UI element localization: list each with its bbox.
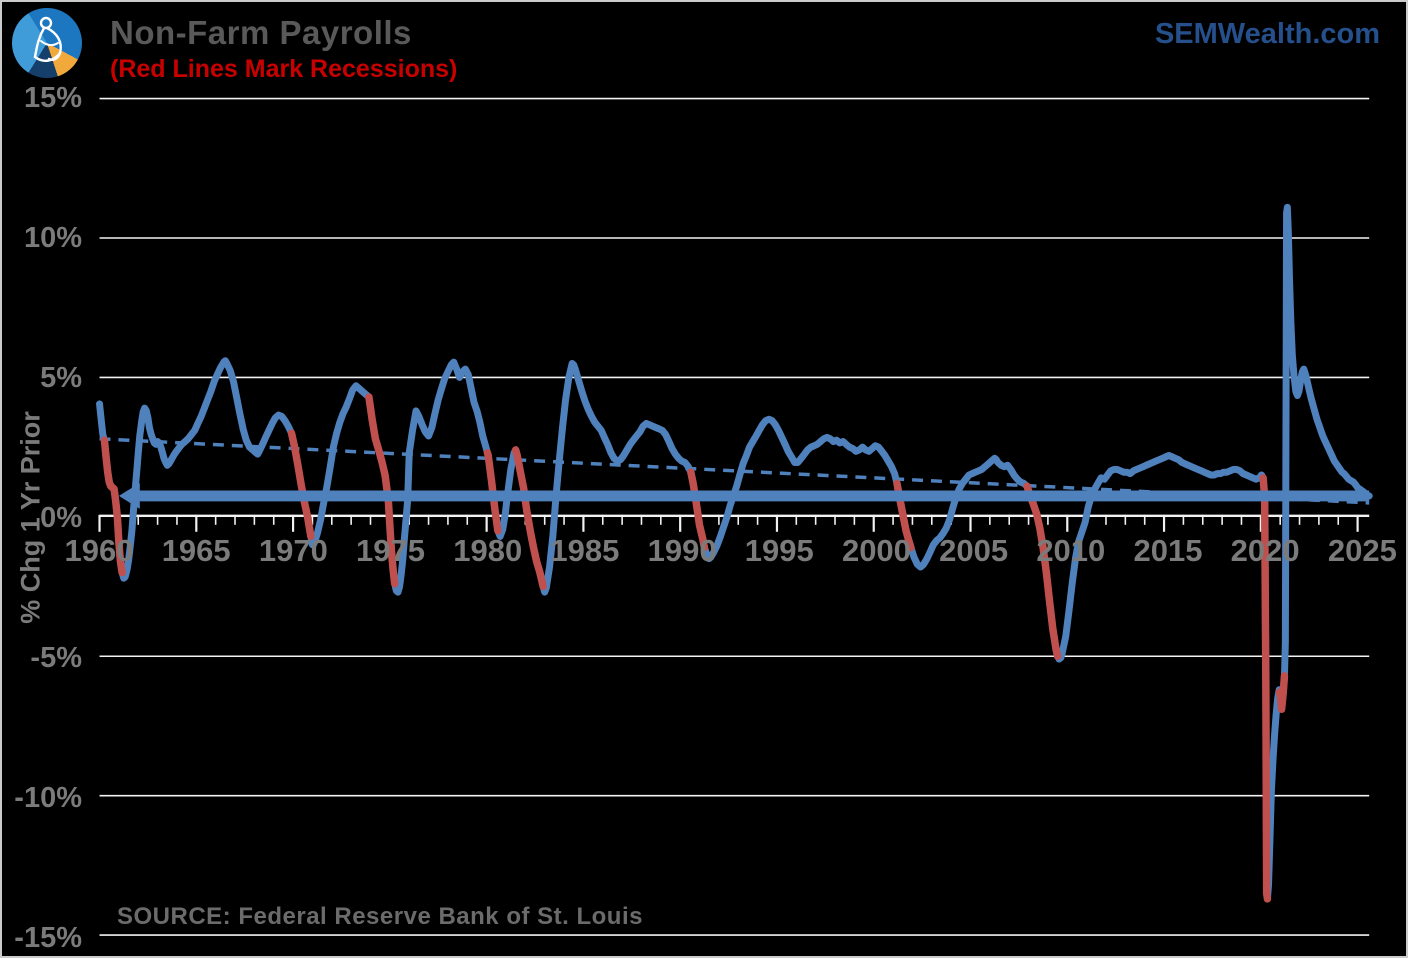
x-axis-tick-label: 2015 [1133,533,1203,568]
x-axis-tick-label: 1990 [647,533,717,568]
page-subtitle: (Red Lines Mark Recessions) [110,55,458,83]
x-axis-tick-label: 1985 [550,533,620,568]
x-axis-tick-label: 1970 [258,533,328,568]
x-axis-tick-label: 2000 [841,533,911,568]
logo-figure-icon [33,16,62,62]
x-axis-tick-label: 1965 [161,533,231,568]
y-axis-tick-label: 15% [23,82,82,114]
trend-dashed-line [99,437,1370,505]
y-axis-tick-label: -5% [30,642,82,674]
x-axis-tick-label: 2020 [1230,533,1300,568]
y-axis-tick-label: 5% [40,362,82,394]
payrolls-series-line [96,203,1373,903]
x-axis-tick-label: 1960 [64,533,134,568]
reference-line-left-arrow [118,482,140,509]
recession-segment [1275,672,1289,713]
source-note: SOURCE: Federal Reserve Bank of St. Loui… [117,903,643,930]
x-axis-tick-label: 2010 [1036,533,1106,568]
x-axis-tick-label: 1975 [356,533,426,568]
x-axis-tick-label: 2025 [1327,533,1397,568]
x-axis-tick-label: 1995 [744,533,814,568]
y-axis-tick-label: 10% [23,222,82,254]
recession-segment [687,468,709,552]
x-axis-tick-label: 1980 [453,533,523,568]
sem-logo [12,8,82,78]
brand-site-link[interactable]: SEMWealth.com [1154,18,1380,50]
y-axis-tick-label: 0% [40,502,82,534]
page-title: Non-Farm Payrolls [110,14,412,51]
recession-segment [365,393,399,588]
x-axis-tick-label: 2005 [939,533,1009,568]
recession-segment [483,448,502,535]
y-axis-tick-label: -10% [14,782,82,814]
y-axis-tick-label: -15% [14,922,82,954]
recession-segment [100,436,126,577]
recession-segment [511,446,547,591]
recession-segment [1023,482,1062,660]
recession-segment [287,429,315,541]
